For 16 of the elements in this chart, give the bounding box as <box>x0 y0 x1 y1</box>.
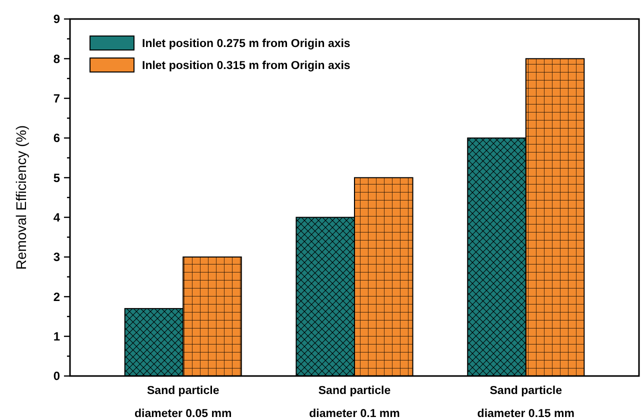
y-tick-label: 4 <box>53 210 60 225</box>
y-tick-label: 2 <box>53 290 60 304</box>
y-tick-label: 0 <box>53 369 60 384</box>
y-tick-label: 3 <box>53 250 60 264</box>
x-tick-label: Sand particle diameter 0.05 mm <box>134 385 232 419</box>
y-tick-label: 9 <box>53 12 60 26</box>
y-tick-label: 5 <box>53 170 60 185</box>
y-tick-label: 1 <box>53 330 60 344</box>
legend-label: Inlet position 0.315 m from Origin axis <box>142 60 350 72</box>
x-tick-label: Sand particle diameter 0.15 mm <box>477 385 574 419</box>
y-tick-label: 7 <box>53 92 60 106</box>
legend-label: Inlet position 0.275 m from Origin axis <box>142 38 350 50</box>
y-tick-label: 6 <box>53 131 60 146</box>
y-tick-label: 8 <box>53 52 60 66</box>
y-axis-title: Removal Efficiency (%) <box>13 125 29 270</box>
x-tick-label: Sand particle diameter 0.1 mm <box>309 385 400 419</box>
